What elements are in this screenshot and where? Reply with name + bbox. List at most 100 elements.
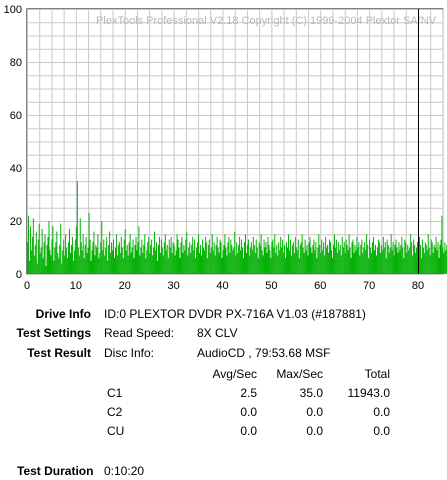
data-bar [281, 247, 283, 274]
data-bar [330, 242, 332, 274]
data-bar [135, 236, 137, 274]
data-bar [403, 258, 405, 274]
data-bar [306, 244, 308, 274]
data-bar [283, 252, 285, 274]
data-bar [253, 244, 255, 274]
data-bar [245, 252, 247, 274]
data-bar [124, 228, 126, 274]
grid [27, 9, 444, 275]
data-bar [113, 239, 114, 274]
data-bar [186, 231, 188, 274]
data-bar [74, 239, 76, 274]
data-bar [32, 218, 34, 274]
data-bar [325, 236, 327, 274]
data-bar [56, 231, 58, 274]
data-bar [371, 252, 373, 274]
data-bar [120, 236, 122, 274]
data-bar [162, 255, 164, 274]
x-tick-label: 80 [412, 280, 424, 292]
data-bar [159, 252, 161, 274]
data-bar [275, 252, 277, 274]
data-bar [337, 242, 339, 274]
data-bar [119, 252, 121, 274]
drive-info-value: ID:0 PLEXTOR DVDR PX-716A V1.03 (#187881… [104, 307, 366, 321]
data-bar [292, 242, 294, 274]
data-bar [49, 250, 51, 274]
data-bar [397, 252, 399, 274]
data-bar [195, 258, 197, 274]
row-avg: 0.0 [240, 405, 257, 419]
data-bar [150, 244, 152, 274]
data-bar [59, 244, 61, 274]
data-bar [140, 247, 142, 274]
data-bar [48, 221, 50, 274]
data-bar [343, 242, 345, 274]
data-bar [206, 258, 208, 274]
test-duration-value: 0:10:20 [104, 464, 145, 478]
data-bar [329, 239, 331, 274]
data-bar [240, 250, 242, 274]
data-bar [293, 252, 295, 274]
data-bar [370, 247, 372, 274]
data-bar [430, 239, 432, 274]
bars [27, 181, 447, 274]
data-bar [28, 260, 30, 274]
data-bar [349, 247, 351, 274]
data-bar [389, 247, 391, 274]
chart: PlexTools Professional V2.18 Copyright (… [4, 4, 447, 292]
row-name: C1 [107, 386, 123, 400]
data-bar [258, 242, 260, 274]
data-bar [385, 258, 387, 274]
data-bar [192, 236, 194, 274]
data-bar [35, 231, 37, 274]
data-bar [360, 244, 362, 274]
data-bar [27, 242, 28, 274]
data-bar [379, 252, 381, 274]
data-bar [170, 236, 172, 274]
data-bar [354, 244, 356, 274]
data-bar [426, 250, 428, 274]
data-bar [265, 242, 267, 274]
data-bar [67, 258, 69, 274]
data-bar [154, 231, 156, 274]
data-bar [158, 236, 160, 274]
data-bar [267, 236, 269, 274]
data-bar [226, 255, 228, 274]
data-bar [71, 236, 73, 274]
data-bar [367, 244, 369, 274]
data-bar [317, 247, 319, 274]
data-bar [132, 239, 134, 274]
data-bar [345, 239, 347, 274]
data-bar [88, 213, 90, 274]
data-bar [131, 247, 133, 274]
data-bar [27, 215, 29, 274]
data-bar [118, 242, 120, 274]
data-bar [194, 239, 196, 274]
data-bar [213, 242, 215, 274]
data-bar [223, 244, 225, 274]
data-bar [377, 239, 379, 274]
data-bar [63, 239, 65, 274]
data-bar [410, 234, 412, 274]
data-bar [221, 258, 223, 274]
data-bar [144, 234, 146, 274]
data-bar [70, 252, 71, 274]
disc-info-key: Disc Info: [104, 346, 155, 360]
data-bar [52, 226, 54, 274]
data-bar [230, 239, 232, 274]
data-bar [163, 242, 165, 274]
data-bar [53, 260, 55, 274]
data-bar [346, 244, 348, 274]
data-bar [68, 242, 70, 274]
data-bar [208, 239, 210, 274]
y-tick-label: 80 [10, 57, 22, 69]
data-bar [42, 258, 44, 274]
data-bar [211, 234, 213, 274]
data-bar [216, 236, 218, 274]
data-bar [197, 242, 199, 274]
data-bar [139, 255, 141, 274]
y-ticks: 0 20 40 60 80 100 [4, 4, 22, 281]
data-bar [428, 247, 430, 274]
data-bar [241, 239, 243, 274]
watermark: PlexTools Professional V2.18 Copyright (… [96, 15, 437, 27]
